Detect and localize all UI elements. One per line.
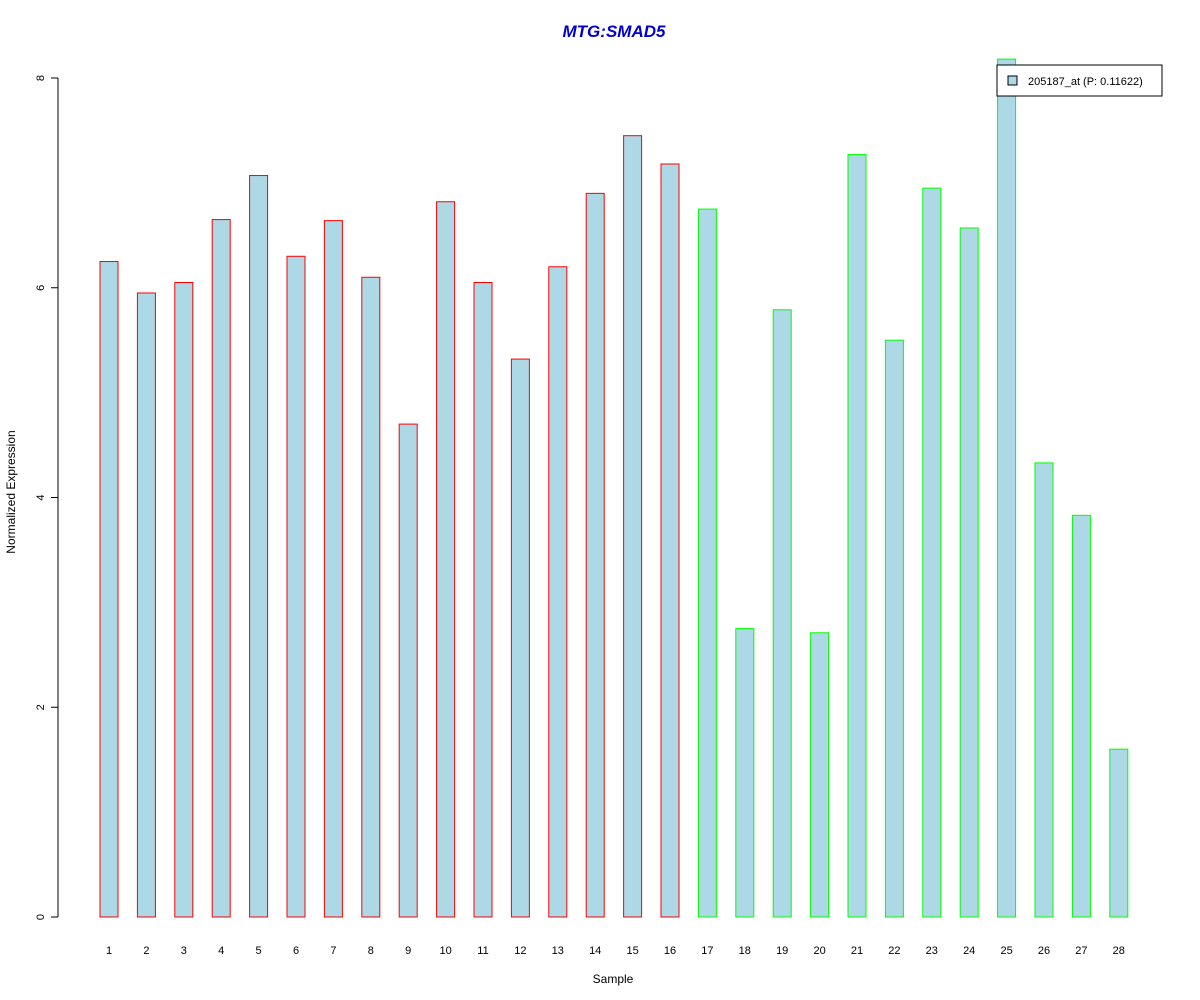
legend-box <box>996 64 1163 97</box>
x-tick-label: 17 <box>701 945 713 957</box>
x-tick-label: 8 <box>368 945 374 957</box>
x-tick-label: 6 <box>293 945 299 957</box>
bar-sample-20 <box>810 632 830 918</box>
legend: 205187_at (P: 0.11622) <box>996 64 1163 97</box>
x-tick-label: 28 <box>1113 945 1125 957</box>
bar-sample-1 <box>99 261 119 918</box>
bar-sample-12 <box>510 358 530 918</box>
y-tick-label: 2 <box>35 704 47 710</box>
bars-group <box>99 58 1129 918</box>
x-tick-label: 14 <box>589 945 601 957</box>
x-tick-label: 4 <box>218 945 224 957</box>
bar-sample-23 <box>922 187 942 918</box>
bar-sample-2 <box>136 292 156 918</box>
bar-sample-15 <box>623 135 643 918</box>
x-tick-label: 2 <box>143 945 149 957</box>
bar-sample-27 <box>1071 514 1091 918</box>
bar-sample-28 <box>1109 748 1129 918</box>
x-tick-label: 21 <box>851 945 863 957</box>
x-tick-label: 3 <box>181 945 187 957</box>
x-tick-label: 24 <box>963 945 975 957</box>
y-tick-label: 4 <box>35 494 47 500</box>
bar-sample-10 <box>436 201 456 918</box>
bar-sample-24 <box>959 227 979 918</box>
legend-label: 205187_at (P: 0.11622) <box>1028 76 1143 88</box>
x-axis-label: Sample <box>593 972 634 986</box>
y-tick-label: 0 <box>35 914 47 920</box>
bar-sample-3 <box>174 282 194 918</box>
bar-sample-17 <box>697 208 717 918</box>
bar-sample-22 <box>884 339 904 918</box>
bar-sample-14 <box>585 192 605 918</box>
bar-sample-5 <box>249 175 269 918</box>
x-tick-label: 20 <box>813 945 825 957</box>
bar-sample-26 <box>1034 462 1054 918</box>
x-tick-label: 26 <box>1038 945 1050 957</box>
bar-sample-21 <box>847 154 867 918</box>
x-tick-label: 19 <box>776 945 788 957</box>
bar-sample-4 <box>211 219 231 918</box>
x-tick-label: 25 <box>1000 945 1012 957</box>
y-tick-label: 8 <box>35 75 47 81</box>
bar-sample-11 <box>473 282 493 918</box>
x-tick-label: 1 <box>106 945 112 957</box>
x-tick-label: 13 <box>552 945 564 957</box>
bar-sample-16 <box>660 163 680 918</box>
y-axis-label: Normalized Expression <box>4 430 18 553</box>
x-tick-label: 12 <box>514 945 526 957</box>
bar-sample-7 <box>323 220 343 918</box>
y-axis: 0 2 4 6 8 <box>35 75 59 920</box>
x-tick-label: 9 <box>405 945 411 957</box>
x-tick-label: 10 <box>439 945 451 957</box>
x-tick-label: 22 <box>888 945 900 957</box>
bar-sample-6 <box>286 255 306 918</box>
x-tick-label: 16 <box>664 945 676 957</box>
x-tick-labels: 1 2 3 4 5 6 7 8 9 10 11 12 13 14 15 16 17 18 19 20 21 22 23 24 2… <box>106 945 1125 957</box>
x-tick-label: 18 <box>739 945 751 957</box>
bar-sample-8 <box>361 276 381 918</box>
x-tick-label: 15 <box>626 945 638 957</box>
bar-sample-25 <box>997 58 1017 918</box>
x-tick-label: 5 <box>256 945 262 957</box>
bar-sample-13 <box>548 266 568 918</box>
bar-sample-19 <box>772 309 792 918</box>
x-tick-label: 11 <box>477 945 488 957</box>
x-tick-label: 7 <box>330 945 336 957</box>
y-tick-label: 6 <box>35 285 47 291</box>
legend-swatch <box>1007 75 1018 86</box>
bar-sample-18 <box>735 628 755 918</box>
x-tick-label: 27 <box>1075 945 1087 957</box>
bar-sample-9 <box>398 423 418 918</box>
x-tick-label: 23 <box>926 945 938 957</box>
chart-title: MTG:SMAD5 <box>563 22 666 41</box>
